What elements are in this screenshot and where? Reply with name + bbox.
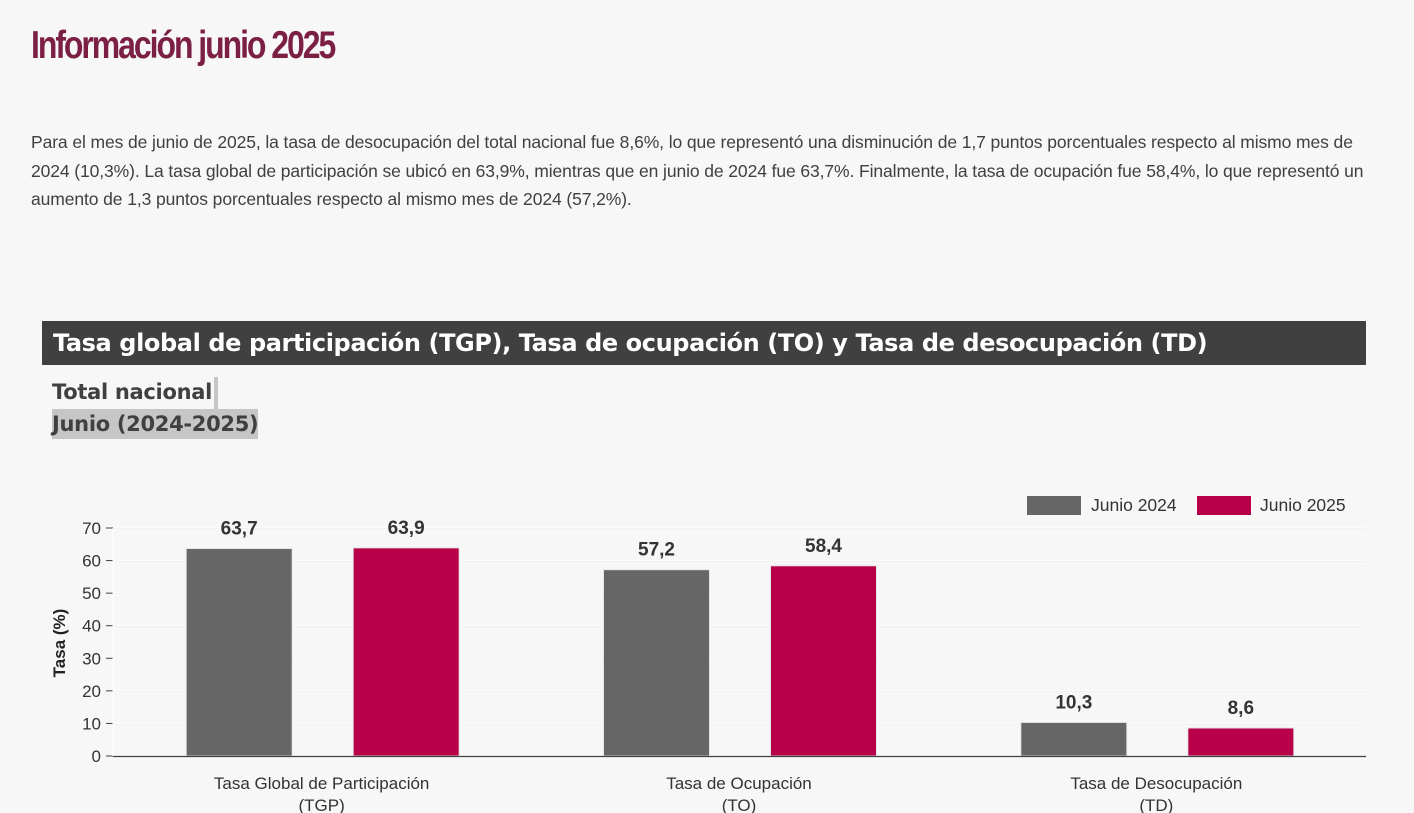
legend-label: Junio 2025 bbox=[1260, 495, 1346, 515]
legend-label: Junio 2024 bbox=[1091, 495, 1177, 515]
legend-swatch bbox=[1197, 496, 1251, 515]
x-tick-label: (TO) bbox=[722, 796, 757, 813]
y-tick-label: 20 bbox=[82, 682, 101, 701]
x-tick-label: (TGP) bbox=[299, 796, 345, 813]
bar bbox=[352, 547, 460, 757]
y-tick-label: 0 bbox=[92, 747, 101, 766]
y-tick-label: 50 bbox=[82, 584, 101, 603]
data-label: 63,7 bbox=[221, 519, 258, 540]
y-tick-label: 30 bbox=[82, 649, 101, 668]
data-label: 57,2 bbox=[638, 540, 675, 561]
chart-subtitle-period: Junio (2024-2025) bbox=[52, 409, 259, 439]
y-tick-label: 40 bbox=[82, 617, 101, 636]
y-tick-label: 10 bbox=[82, 714, 101, 733]
bar bbox=[770, 565, 877, 757]
page-title: Información junio 2025 bbox=[31, 24, 336, 67]
bar bbox=[1187, 727, 1295, 757]
data-label: 8,6 bbox=[1228, 698, 1254, 719]
data-label: 63,9 bbox=[388, 518, 425, 539]
bar bbox=[185, 548, 293, 757]
x-tick-label: Tasa de Desocupación bbox=[1070, 774, 1242, 793]
intro-paragraph: Para el mes de junio de 2025, la tasa de… bbox=[31, 132, 1364, 209]
chart-title-bar: Tasa global de participación (TGP), Tasa… bbox=[42, 321, 1366, 365]
x-tick-label: Tasa de Ocupación bbox=[666, 774, 812, 793]
chart-title: Tasa global de participación (TGP), Tasa… bbox=[53, 329, 1208, 357]
legend-swatch bbox=[1027, 496, 1081, 515]
y-tick-label: 60 bbox=[82, 552, 101, 571]
bar bbox=[1020, 721, 1128, 757]
x-tick-label: Tasa Global de Participación bbox=[214, 774, 429, 793]
bar bbox=[603, 569, 710, 757]
chart-subtitle-scope: Total nacional bbox=[52, 377, 218, 409]
x-tick-label: (TD) bbox=[1139, 796, 1173, 813]
y-tick-label: 70 bbox=[82, 519, 101, 538]
data-label: 10,3 bbox=[1055, 692, 1092, 713]
data-label: 58,4 bbox=[805, 536, 842, 557]
y-axis-title: Tasa (%) bbox=[50, 609, 69, 678]
